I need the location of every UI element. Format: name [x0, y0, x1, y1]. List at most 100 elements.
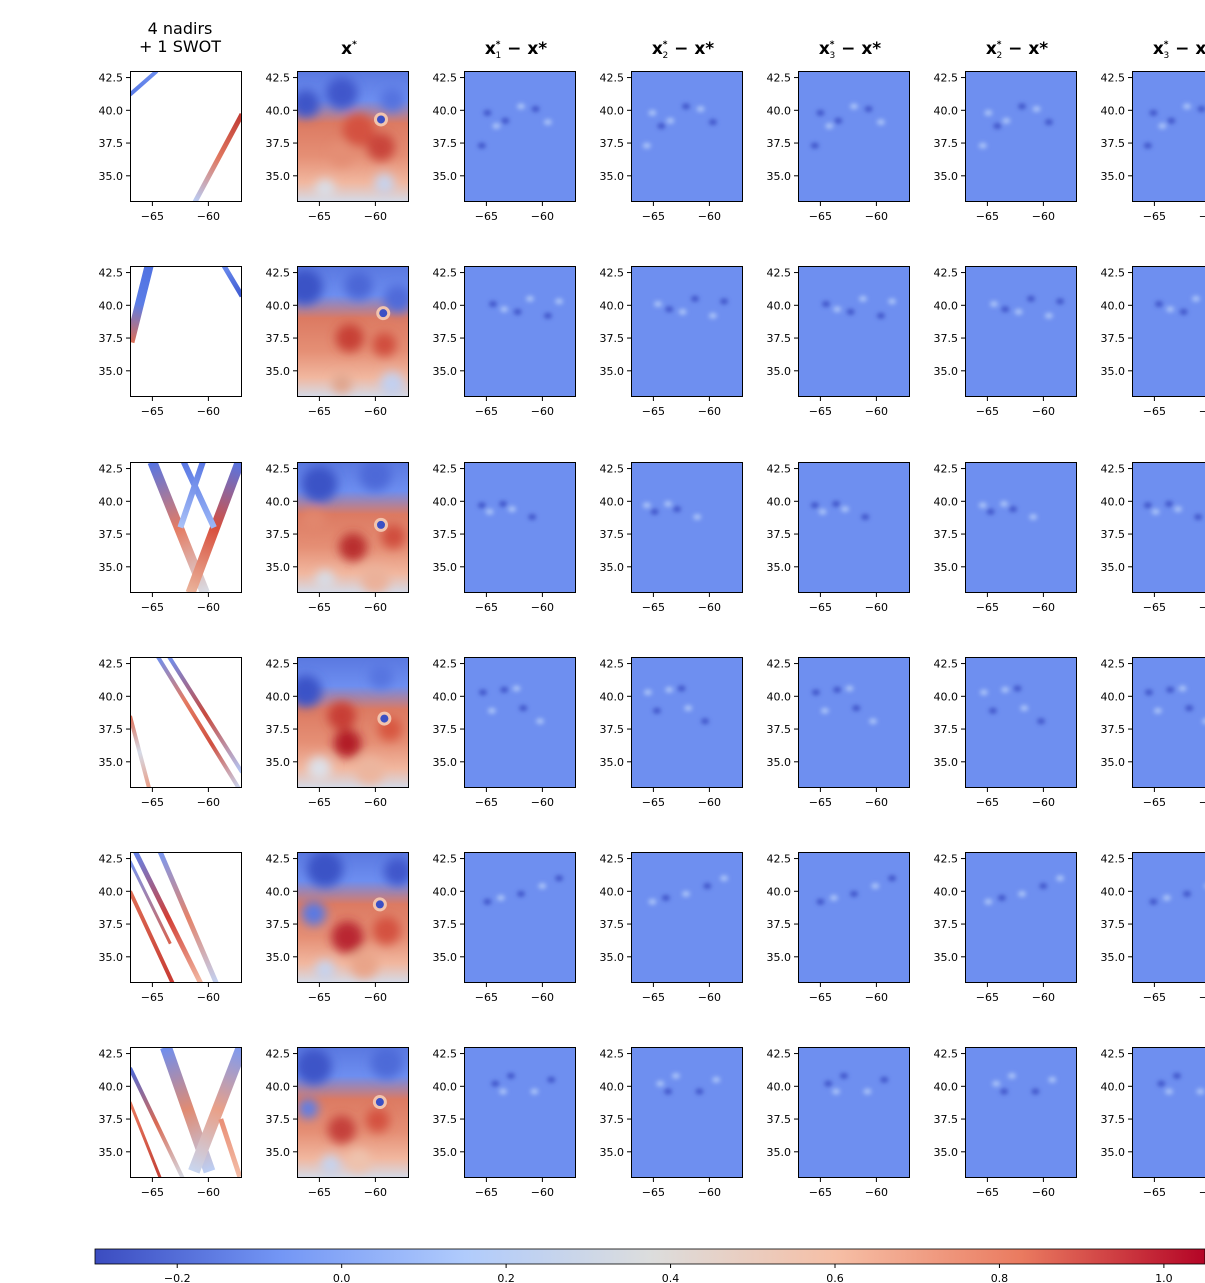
difference-anomaly: [832, 500, 841, 507]
difference-anomaly: [671, 1072, 680, 1079]
column-title-6: x* 2 − x*: [986, 39, 1048, 61]
y-tick-label: 42.5: [266, 463, 291, 476]
difference-anomaly: [528, 514, 537, 521]
y-tick-label: 40.0: [1101, 104, 1126, 117]
panel-r5-c6: 42.5 40.0 37.5 35.0 −65 −60: [934, 852, 1077, 1004]
field-feature: [335, 324, 364, 353]
column-title-3: x* 1 − x*: [485, 39, 547, 61]
y-tick-label: 37.5: [433, 723, 458, 736]
y-tick-label: 35.0: [600, 951, 625, 964]
panel-r3-c2: 42.5 40.0 37.5 35.0 −65 −60: [266, 462, 409, 614]
y-tick-label: 35.0: [433, 1146, 458, 1159]
y-tick-label: 35.0: [767, 1146, 792, 1159]
x-tick-label: −60: [865, 601, 888, 614]
y-tick-label: 35.0: [99, 170, 124, 183]
difference-field: [1132, 266, 1205, 397]
y-tick-label: 42.5: [1101, 267, 1126, 280]
panel-r1-c6: 42.5 40.0 37.5 35.0 −65 −60: [934, 71, 1077, 223]
y-tick-label: 40.0: [99, 885, 124, 898]
difference-anomaly: [665, 306, 674, 313]
panel-frame: [631, 71, 743, 202]
x-tick-label: −60: [364, 1186, 387, 1199]
satellite-track: [130, 1101, 162, 1178]
difference-anomaly: [648, 109, 657, 116]
panel-frame: [631, 462, 743, 593]
panel-r2-c5: 42.5 40.0 37.5 35.0 −65 −60: [767, 266, 910, 418]
y-tick-label: 35.0: [1101, 951, 1126, 964]
difference-anomaly: [701, 718, 710, 725]
panel-r2-c6: 42.5 40.0 37.5 35.0 −65 −60: [934, 266, 1077, 418]
difference-anomaly: [1029, 514, 1038, 521]
panel-r6-c3: 42.5 40.0 37.5 35.0 −65 −60: [433, 1047, 576, 1199]
panel-r3-c4: 42.5 40.0 37.5 35.0 −65 −60: [600, 462, 743, 614]
difference-anomaly: [501, 117, 510, 124]
panel-frame: [464, 1047, 576, 1178]
difference-field: [464, 1047, 576, 1178]
x-tick-label: −65: [642, 210, 665, 223]
difference-field: [1132, 1047, 1205, 1178]
difference-anomaly: [861, 514, 870, 521]
panel-frame: [631, 657, 743, 788]
panel-frame: [798, 71, 910, 202]
x-tick-label: −65: [141, 1186, 164, 1199]
y-tick-label: 40.0: [266, 885, 291, 898]
difference-anomaly: [642, 142, 651, 149]
x-tick-label: −60: [531, 991, 554, 1004]
x-tick-label: −60: [698, 601, 721, 614]
difference-anomaly: [512, 685, 521, 692]
y-tick-label: 35.0: [266, 561, 291, 574]
y-tick-label: 42.5: [767, 658, 792, 671]
x-tick-label: −65: [308, 210, 331, 223]
panel-r2-c7: 42.5 40.0 37.5 35.0 −65 −60: [1101, 266, 1205, 418]
panel-frame: [130, 462, 242, 593]
x-tick-label: −60: [865, 210, 888, 223]
x-tick-label: −65: [642, 1186, 665, 1199]
y-tick-label: 42.5: [767, 72, 792, 85]
x-tick-label: −65: [1143, 601, 1166, 614]
panel-frame: [965, 266, 1077, 397]
x-tick-label: −60: [1032, 405, 1055, 418]
y-tick-label: 37.5: [266, 723, 291, 736]
difference-anomaly: [500, 306, 509, 313]
difference-anomaly: [1000, 500, 1009, 507]
y-tick-label: 35.0: [433, 561, 458, 574]
y-tick-label: 40.0: [1101, 885, 1126, 898]
panel-r2-c4: 42.5 40.0 37.5 35.0 −65 −60: [600, 266, 743, 418]
panel-frame: [1132, 1047, 1205, 1178]
panel-r4-c2: 42.5 40.0 37.5 35.0 −65 −60: [266, 657, 409, 809]
x-tick-label: −65: [976, 1186, 999, 1199]
difference-anomaly: [820, 707, 829, 714]
difference-anomaly: [1202, 718, 1205, 725]
difference-anomaly: [1162, 894, 1171, 901]
y-tick-label: 37.5: [433, 1113, 458, 1126]
field-feature: [327, 701, 356, 730]
y-tick-label: 35.0: [934, 1146, 959, 1159]
difference-anomaly: [519, 705, 528, 712]
panel-r1-c1: 42.5 40.0 37.5 35.0 −65 −60: [99, 71, 242, 223]
x-tick-label: −60: [865, 1186, 888, 1199]
x-tick-label: −65: [1143, 405, 1166, 418]
difference-anomaly: [513, 308, 522, 315]
panel-frame: [297, 266, 409, 397]
panel-frame: [631, 1047, 743, 1178]
x-tick-label: −65: [1143, 210, 1166, 223]
difference-field: [965, 852, 1077, 983]
x-tick-label: −60: [865, 991, 888, 1004]
x-tick-label: −65: [809, 991, 832, 1004]
y-tick-label: 37.5: [934, 1113, 959, 1126]
y-tick-label: 35.0: [433, 951, 458, 964]
y-tick-label: 42.5: [767, 267, 792, 280]
y-tick-label: 37.5: [1101, 723, 1126, 736]
y-tick-label: 40.0: [767, 299, 792, 312]
x-tick-label: −60: [364, 796, 387, 809]
y-tick-label: 40.0: [767, 495, 792, 508]
difference-anomaly: [678, 308, 687, 315]
y-tick-label: 42.5: [934, 463, 959, 476]
y-tick-label: 40.0: [99, 299, 124, 312]
panel-frame: [1132, 266, 1205, 397]
difference-anomaly: [988, 707, 997, 714]
field-feature: [297, 675, 322, 708]
x-tick-label: −65: [809, 210, 832, 223]
y-tick-label: 42.5: [767, 853, 792, 866]
difference-anomaly: [1153, 707, 1162, 714]
